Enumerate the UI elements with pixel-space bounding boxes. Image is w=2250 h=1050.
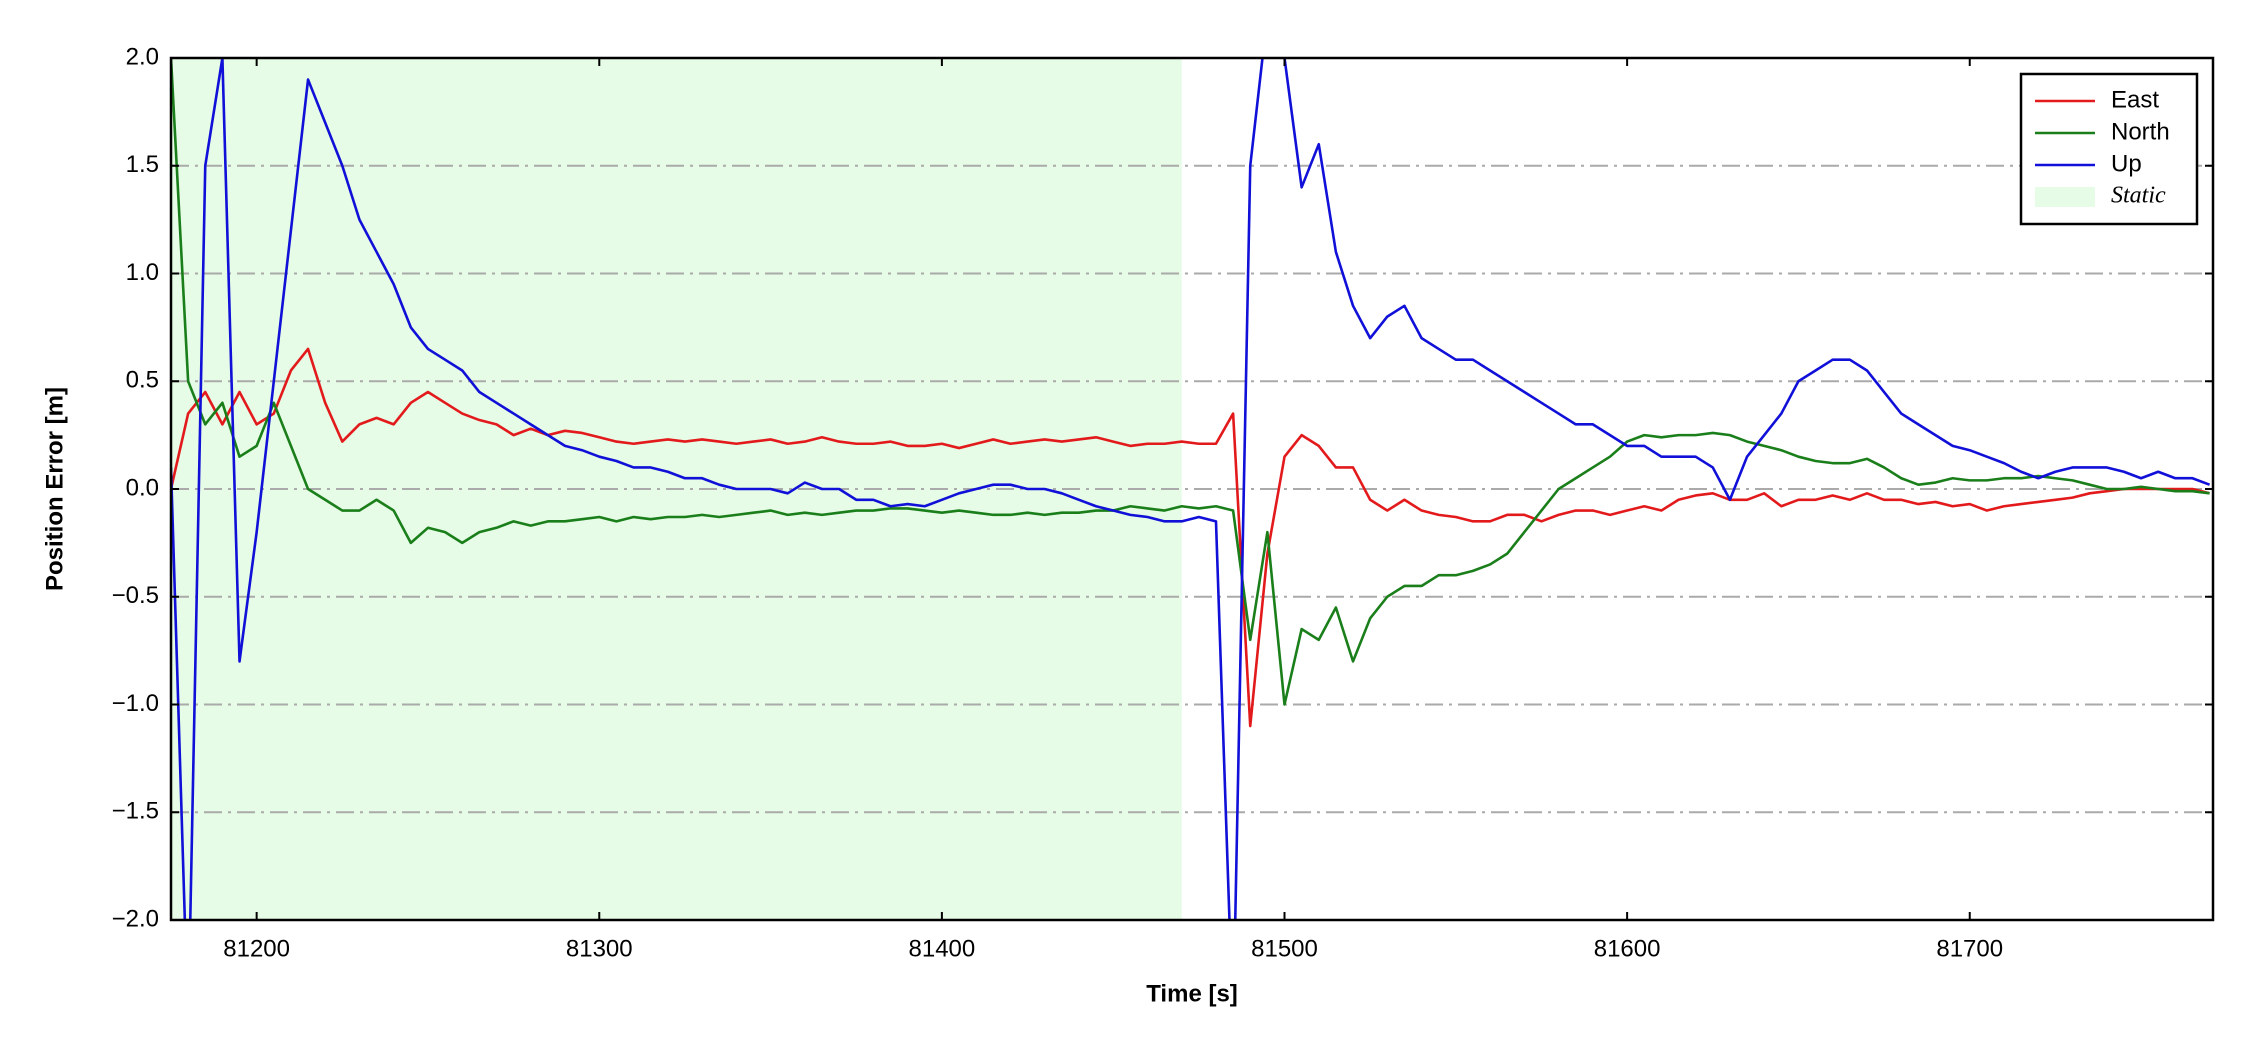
legend-label: East — [2111, 86, 2159, 113]
x-tick-label: 81600 — [1594, 935, 1661, 962]
series-line — [171, 58, 2211, 920]
y-tick-label: −2.0 — [112, 905, 159, 932]
y-tick-label: 0.0 — [126, 474, 159, 501]
y-tick-label: −0.5 — [112, 582, 159, 609]
plot-frame — [169, 56, 2215, 922]
legend-swatch — [2035, 187, 2095, 207]
legend-label: Static — [2111, 183, 2166, 209]
x-tick-label: 81400 — [909, 935, 976, 962]
legend-label: Up — [2111, 150, 2142, 177]
y-tick-label: −1.0 — [112, 690, 159, 717]
series-line — [171, 347, 2210, 728]
y-tick-label: −1.5 — [112, 798, 159, 825]
y-axis-label: Position Error [m] — [41, 387, 68, 591]
y-tick-label: 2.0 — [126, 43, 159, 70]
x-tick-label: 81200 — [223, 935, 290, 962]
x-tick-label: 81700 — [1936, 935, 2003, 962]
x-tick-label: 81500 — [1251, 935, 1318, 962]
y-tick-label: 0.5 — [126, 367, 159, 394]
y-tick-label: 1.0 — [126, 259, 159, 286]
x-axis-label: Time [s] — [1146, 980, 1238, 1007]
x-tick-label: 81300 — [566, 935, 633, 962]
legend-label: North — [2111, 118, 2170, 145]
y-tick-label: 1.5 — [126, 151, 159, 178]
plot-area — [171, 58, 2213, 920]
series-line — [171, 58, 2210, 706]
